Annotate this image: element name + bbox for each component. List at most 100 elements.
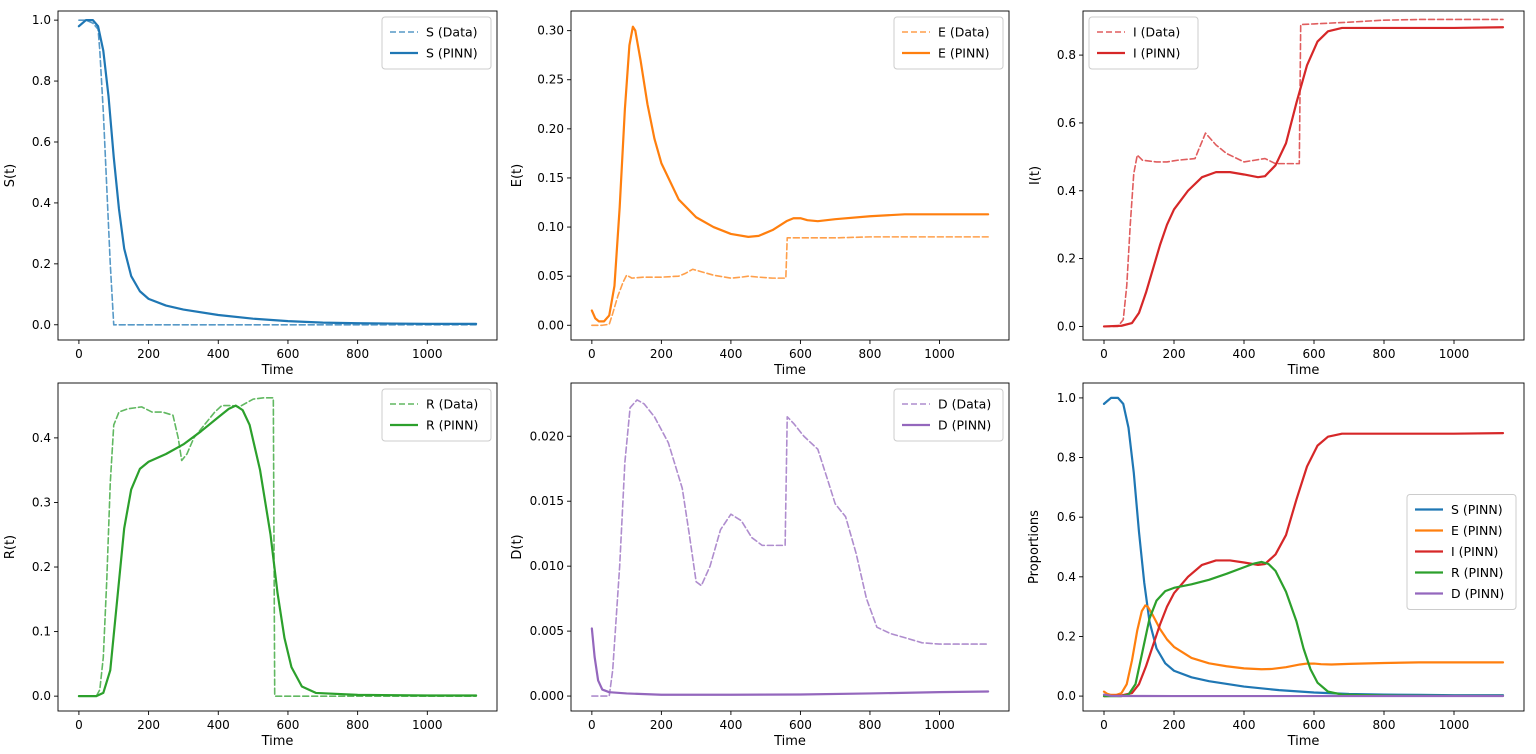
y-tick-label: 1.0 bbox=[1057, 391, 1076, 405]
x-tick-label: 200 bbox=[137, 718, 160, 732]
legend: D (Data) D (PINN) bbox=[893, 388, 1004, 442]
legend-box bbox=[1406, 494, 1517, 610]
x-tick-label: 200 bbox=[1163, 718, 1186, 732]
axes-frame bbox=[1082, 10, 1525, 341]
legend-label: S (PINN) bbox=[426, 46, 478, 61]
y-tick-label: 0.1 bbox=[32, 625, 51, 639]
legend-label: S (Data) bbox=[426, 25, 478, 40]
legend-label: R (PINN) bbox=[1451, 565, 1503, 580]
legend-label: S (PINN) bbox=[1451, 502, 1503, 517]
legend: S (PINN) E (PINN) I (PINN) R (PINN) D (PINN) bbox=[1406, 494, 1517, 610]
y-axis-label: R(t) bbox=[3, 535, 18, 559]
x-axis-label: Time bbox=[773, 363, 806, 378]
legend-box bbox=[893, 388, 1004, 442]
legend-label: D (Data) bbox=[938, 397, 991, 412]
x-axis-label: Time bbox=[261, 363, 294, 378]
chart-i: 0 200 400 600 800 1000 0.0 0.2 0.4 0.6 0.8 Time I(t)… bbox=[1028, 10, 1525, 378]
x-tick-label: 1000 bbox=[1439, 718, 1470, 732]
legend-label: D (PINN) bbox=[1451, 586, 1504, 601]
series-s-data bbox=[78, 19, 477, 326]
x-tick-label: 600 bbox=[276, 718, 299, 732]
y-tick-label: 0.020 bbox=[530, 429, 564, 443]
chart-r: 0 200 400 600 800 1000 0.0 0.1 0.2 0.3 0.4 Time R(t)… bbox=[3, 382, 498, 749]
x-tick-label: 800 bbox=[858, 718, 881, 732]
y-tick-label: 0.25 bbox=[537, 73, 564, 87]
y-tick-label: 0.0 bbox=[1057, 319, 1076, 333]
legend-label: E (PINN) bbox=[1451, 523, 1503, 538]
series-r-pinn bbox=[77, 404, 478, 698]
x-tick-label: 600 bbox=[789, 347, 812, 361]
y-tick-label: 0.015 bbox=[530, 494, 564, 508]
legend-label: E (Data) bbox=[938, 25, 989, 40]
x-tick-label: 0 bbox=[588, 347, 596, 361]
legend: R (Data) R (PINN) bbox=[381, 388, 492, 442]
y-tick-label: 1.0 bbox=[32, 13, 51, 27]
y-tick-label: 0.4 bbox=[32, 431, 51, 445]
x-axis-label: Time bbox=[1287, 363, 1320, 378]
y-tick-label: 0.0 bbox=[32, 689, 51, 703]
legend-label: I (Data) bbox=[1133, 25, 1180, 40]
series-e-pinn bbox=[590, 25, 990, 323]
y-tick-label: 0.2 bbox=[1057, 629, 1076, 643]
y-tick-label: 0.8 bbox=[1057, 48, 1076, 62]
axes-frame bbox=[570, 382, 1010, 712]
series-r-data bbox=[78, 397, 477, 697]
chart-d: 0 200 400 600 800 1000 0.000 0.005 0.010 0.015 0.0… bbox=[510, 382, 1010, 749]
y-tick-label: 0.10 bbox=[537, 220, 564, 234]
x-tick-label: 1000 bbox=[412, 347, 443, 361]
legend: E (Data) E (PINN) bbox=[893, 16, 1004, 70]
y-tick-label: 0.4 bbox=[1057, 184, 1076, 198]
legend-label: I (PINN) bbox=[1133, 46, 1180, 61]
x-tick-label: 400 bbox=[1233, 347, 1256, 361]
legend-box bbox=[893, 16, 1004, 70]
y-axis-label: Proportions bbox=[1027, 510, 1042, 584]
y-tick-label: 0.6 bbox=[32, 135, 51, 149]
x-tick-label: 0 bbox=[1100, 718, 1108, 732]
x-axis-label: Time bbox=[1287, 734, 1320, 749]
x-tick-label: 200 bbox=[650, 718, 673, 732]
legend-box bbox=[381, 16, 492, 70]
y-tick-label: 0.005 bbox=[530, 624, 564, 638]
x-tick-label: 200 bbox=[1163, 347, 1186, 361]
x-tick-label: 1000 bbox=[1439, 347, 1470, 361]
y-tick-label: 0.6 bbox=[1057, 510, 1076, 524]
y-tick-label: 0.000 bbox=[530, 689, 564, 703]
x-tick-label: 1000 bbox=[924, 347, 955, 361]
series-r-pinn bbox=[1102, 560, 1505, 698]
y-tick-label: 0.6 bbox=[1057, 116, 1076, 130]
axes-frame bbox=[57, 10, 498, 341]
y-tick-label: 0.05 bbox=[537, 269, 564, 283]
x-tick-label: 800 bbox=[1373, 347, 1396, 361]
chart-s: 0 200 400 600 800 1000 0.0 0.2 0.4 0.6 0.8 1.0 Time S… bbox=[3, 10, 498, 378]
axes-frame bbox=[1082, 382, 1525, 712]
x-tick-label: 800 bbox=[346, 718, 369, 732]
y-tick-label: 0.00 bbox=[537, 318, 564, 332]
x-axis-label: Time bbox=[261, 734, 294, 749]
y-axis-label: S(t) bbox=[3, 164, 18, 188]
x-tick-label: 600 bbox=[789, 718, 812, 732]
x-axis-label: Time bbox=[773, 734, 806, 749]
axes-frame bbox=[57, 382, 498, 712]
x-tick-label: 0 bbox=[75, 718, 83, 732]
y-tick-label: 0.3 bbox=[32, 495, 51, 509]
y-tick-label: 0.010 bbox=[530, 559, 564, 573]
chart-e: 0 200 400 600 800 1000 0.00 0.05 0.10 0.15 0.20 0.2… bbox=[510, 10, 1010, 378]
chart-all: 0 200 400 600 800 1000 0.0 0.2 0.4 0.6 0.8 1.0 Time P… bbox=[1027, 382, 1525, 749]
series-d-data bbox=[591, 399, 989, 697]
x-tick-label: 400 bbox=[719, 347, 742, 361]
y-tick-label: 0.0 bbox=[1057, 689, 1076, 703]
x-tick-label: 0 bbox=[75, 347, 83, 361]
x-tick-label: 400 bbox=[207, 718, 230, 732]
series-i-data bbox=[1103, 18, 1504, 328]
legend: S (Data) S (PINN) bbox=[381, 16, 492, 70]
y-tick-label: 0.30 bbox=[537, 24, 564, 38]
x-tick-label: 600 bbox=[1303, 718, 1326, 732]
series-i-pinn bbox=[1102, 431, 1505, 698]
legend-label: D (PINN) bbox=[938, 418, 991, 433]
legend-box bbox=[381, 388, 492, 442]
y-tick-label: 0.8 bbox=[32, 74, 51, 88]
x-tick-label: 200 bbox=[650, 347, 673, 361]
x-tick-label: 400 bbox=[719, 718, 742, 732]
y-tick-label: 0.20 bbox=[537, 122, 564, 136]
